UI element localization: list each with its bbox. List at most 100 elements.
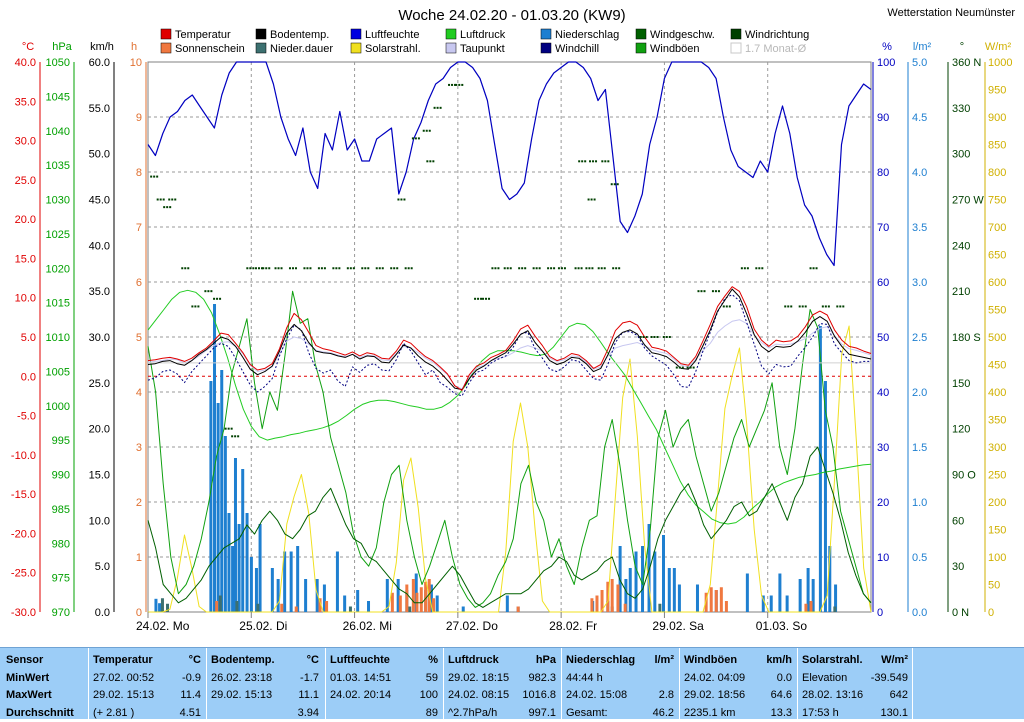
stats-avg-value: 4.51 bbox=[180, 705, 201, 722]
x-day-label: 01.03. So bbox=[756, 619, 808, 633]
windrichtung-point bbox=[361, 267, 363, 269]
stats-separator bbox=[206, 648, 207, 719]
x-day-label: 24.02. Mo bbox=[136, 619, 190, 633]
humidity-tick-label: 100 bbox=[877, 57, 895, 69]
stats-avg-value: 997.1 bbox=[528, 705, 556, 722]
chart-title: Woche 24.02.20 - 01.03.20 (KW9) bbox=[398, 7, 625, 24]
sonnenschein-bar bbox=[595, 596, 598, 613]
pressure-tick-label: 975 bbox=[52, 573, 70, 585]
pressure-tick-label: 990 bbox=[52, 470, 70, 482]
temp-tick-label: 30.0 bbox=[15, 136, 36, 148]
windrichtung-point bbox=[408, 267, 410, 269]
windrichtung-point bbox=[213, 298, 215, 300]
hours-tick-label: 3 bbox=[136, 442, 142, 454]
solar-tick-label: 1000 bbox=[988, 57, 1012, 69]
windrichtung-point bbox=[693, 367, 695, 369]
wind-tick-label: 50.0 bbox=[89, 149, 110, 161]
windrichtung-point bbox=[521, 267, 523, 269]
niederschlag-bar bbox=[653, 552, 656, 613]
legend-label: 1.7 Monat-Ø bbox=[745, 43, 807, 55]
windrichtung-point bbox=[231, 435, 233, 437]
pressure-tick-label: 1040 bbox=[46, 126, 70, 138]
windrichtung-point bbox=[761, 267, 763, 269]
direction-tick-label: 0 N bbox=[952, 607, 969, 619]
stats-separator bbox=[325, 648, 326, 719]
stats-avg-value: 46.2 bbox=[653, 705, 674, 722]
temp-tick-label: -25.0 bbox=[11, 568, 36, 580]
legend-label: Niederschlag bbox=[555, 29, 619, 41]
solar-axis-unit: W/m² bbox=[985, 41, 1012, 53]
windrichtung-point bbox=[561, 267, 563, 269]
pressure-tick-label: 1025 bbox=[46, 229, 70, 241]
hours-axis-unit: h bbox=[131, 41, 137, 53]
windrichtung-point bbox=[723, 305, 725, 307]
niederschlag-bar bbox=[158, 603, 161, 612]
niederschlag-bar bbox=[296, 546, 299, 612]
windrichtung-point bbox=[353, 267, 355, 269]
niederschlag-bar bbox=[213, 304, 216, 612]
hours-tick-label: 1 bbox=[136, 552, 142, 564]
legend-label: Windrichtung bbox=[745, 29, 809, 41]
legend-swatch bbox=[636, 43, 646, 53]
windrichtung-point bbox=[157, 199, 159, 201]
windrichtung-point bbox=[168, 199, 170, 201]
solar-tick-label: 300 bbox=[988, 442, 1006, 454]
windrichtung-point bbox=[156, 176, 158, 178]
stats-column-title: Temperatur°C bbox=[93, 652, 201, 670]
windrichtung-point bbox=[578, 160, 580, 162]
sonnenschein-bar bbox=[725, 601, 728, 612]
niederschlag-bar bbox=[250, 557, 253, 612]
legend-label: Temperatur bbox=[175, 29, 231, 41]
windrichtung-point bbox=[825, 305, 827, 307]
windrichtung-point bbox=[181, 267, 183, 269]
rain-tick-label: 4.5 bbox=[912, 112, 927, 124]
windrichtung-point bbox=[411, 267, 413, 269]
pressure-tick-label: 1015 bbox=[46, 298, 70, 310]
windrichtung-point bbox=[434, 107, 436, 109]
windrichtung-point bbox=[787, 305, 789, 307]
niederdauer-bar bbox=[256, 604, 259, 612]
windrichtung-point bbox=[601, 267, 603, 269]
solar-tick-label: 900 bbox=[988, 112, 1006, 124]
legend-label: Luftfeuchte bbox=[365, 29, 419, 41]
windrichtung-point bbox=[784, 305, 786, 307]
windrichtung-point bbox=[497, 267, 499, 269]
windrichtung-point bbox=[187, 267, 189, 269]
stats-min-value: -39.549 bbox=[871, 670, 908, 688]
windrichtung-point bbox=[216, 298, 218, 300]
windrichtung-point bbox=[816, 267, 818, 269]
legend-swatch bbox=[636, 29, 646, 39]
x-day-label: 29.02. Sa bbox=[652, 619, 704, 633]
windrichtung-point bbox=[592, 160, 594, 162]
windrichtung-point bbox=[396, 267, 398, 269]
hours-tick-label: 7 bbox=[136, 222, 142, 234]
windrichtung-point bbox=[321, 267, 323, 269]
windrichtung-point bbox=[553, 267, 555, 269]
windrichtung-point bbox=[306, 267, 308, 269]
stats-min-value: 982.3 bbox=[528, 670, 556, 688]
station-name: Wetterstation Neumünster bbox=[887, 7, 1015, 19]
stats-min-value: 59 bbox=[426, 670, 438, 688]
windrichtung-point bbox=[482, 298, 484, 300]
windrichtung-point bbox=[265, 267, 267, 269]
windrichtung-point bbox=[448, 84, 450, 86]
legend-label: Windchill bbox=[555, 43, 599, 55]
windrichtung-point bbox=[718, 290, 720, 292]
windrichtung-point bbox=[715, 290, 717, 292]
windrichtung-point bbox=[268, 267, 270, 269]
windrichtung-point bbox=[666, 336, 668, 338]
stats-avg-row: Gesamt:46.2 bbox=[566, 705, 674, 722]
niederschlag-bar bbox=[770, 596, 773, 613]
hours-tick-label: 0 bbox=[136, 607, 142, 619]
niederschlag-bar bbox=[246, 513, 249, 612]
windrichtung-point bbox=[318, 267, 320, 269]
wind-tick-label: 5.0 bbox=[95, 561, 110, 573]
humidity-tick-label: 80 bbox=[877, 167, 889, 179]
